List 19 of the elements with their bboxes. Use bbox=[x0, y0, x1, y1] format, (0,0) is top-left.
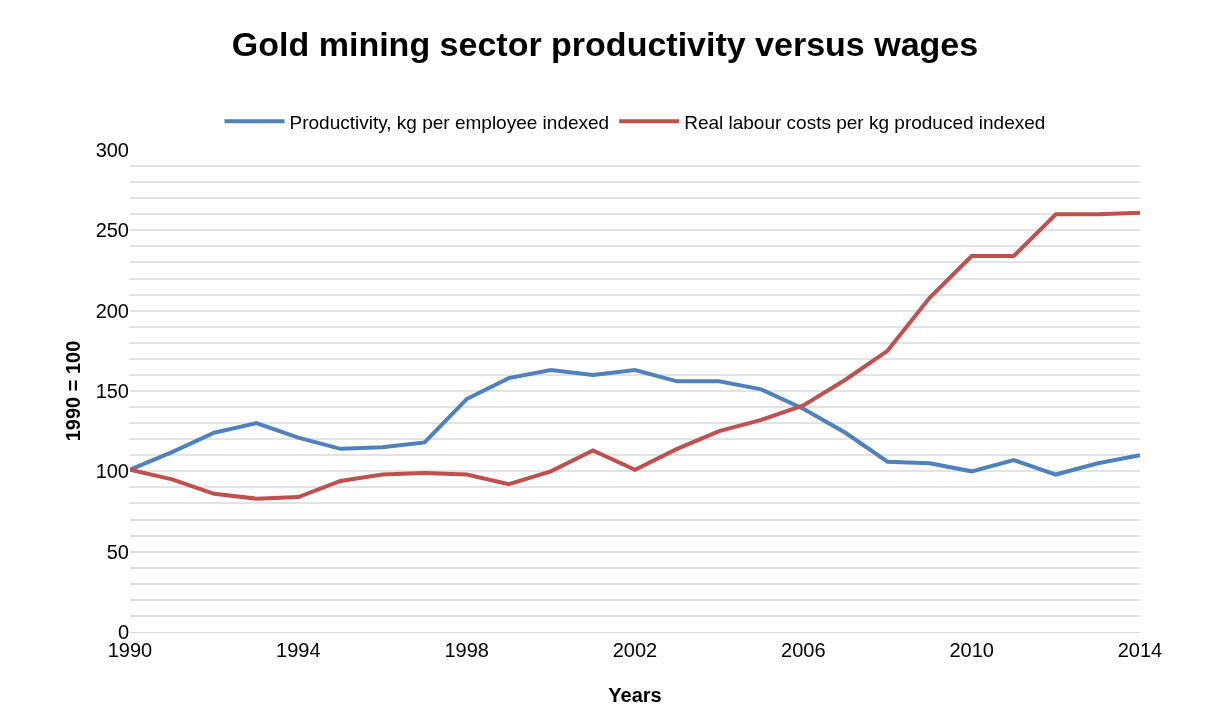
x-tick-label: 2006 bbox=[781, 639, 826, 661]
y-tick-label: 50 bbox=[106, 540, 129, 563]
y-tick-label: 150 bbox=[95, 380, 129, 402]
line-series bbox=[130, 210, 1140, 501]
y-tick-label: 100 bbox=[95, 460, 129, 483]
x-axis-title: Years bbox=[608, 684, 662, 706]
y-tick-label: 200 bbox=[95, 299, 129, 322]
y-tick-label: 250 bbox=[95, 219, 129, 242]
x-tick-label: 2010 bbox=[949, 639, 994, 661]
y-tick-label: 300 bbox=[95, 139, 129, 161]
x-tick-label: 1994 bbox=[276, 639, 321, 661]
x-tick-label: 1998 bbox=[444, 639, 489, 661]
legend-label: Productivity, kg per employee indexed bbox=[289, 111, 610, 133]
y-axis-title: 1990 = 100 bbox=[62, 340, 84, 442]
line-series bbox=[130, 368, 1140, 477]
x-tick-label: 2014 bbox=[1117, 639, 1163, 661]
legend-label: Real labour costs per kg produced indexed bbox=[684, 111, 1046, 133]
x-tick-label: 2002 bbox=[612, 639, 658, 661]
chart-title: Gold mining sector productivity versus wages bbox=[231, 25, 979, 64]
